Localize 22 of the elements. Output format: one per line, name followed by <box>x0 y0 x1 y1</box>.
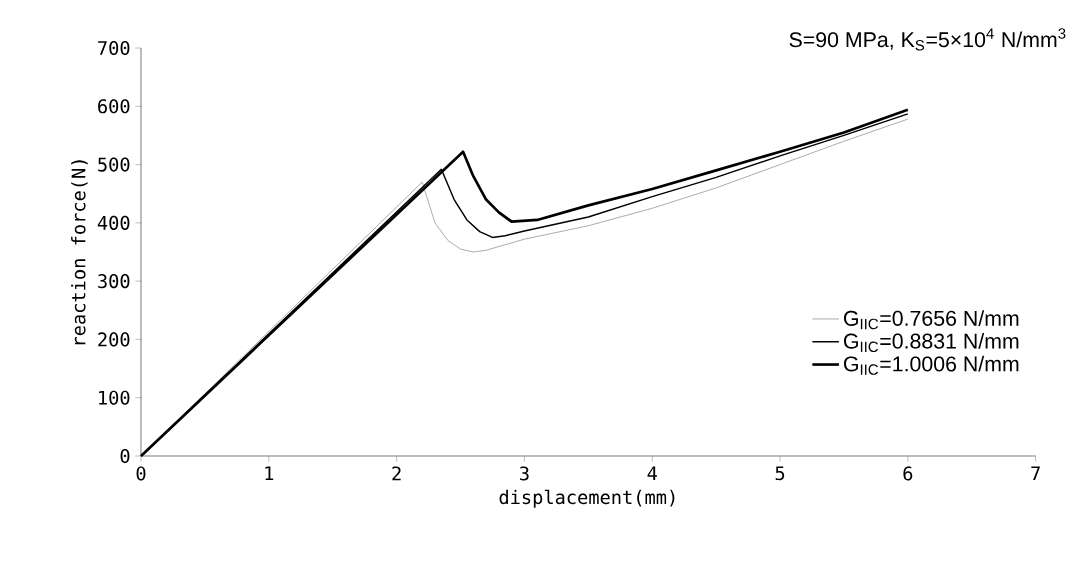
x-tick-label: 3 <box>520 466 529 481</box>
y-tick-label: 700 <box>98 40 130 56</box>
annotation: S=90 MPa, K$_{S}$=5×10$^{4}$ N/mm$^{3}$ <box>789 28 1066 51</box>
x-tick-label: 5 <box>775 466 785 481</box>
y-tick-label: 0 <box>120 448 130 464</box>
y-tick-label: 200 <box>98 332 130 347</box>
x-tick-label: 1 <box>265 466 274 480</box>
y-tick-label: 100 <box>99 390 130 405</box>
x-tick-label: 6 <box>903 466 913 481</box>
x-tick-label: 7 <box>1031 466 1040 480</box>
legend-label: G$_{IIC}$=1.0006 N/mm <box>843 355 1019 375</box>
y-tick-label: 600 <box>98 99 130 114</box>
y-axis-title: reaction force(N) <box>71 160 88 345</box>
x-tick-label: 0 <box>136 466 146 481</box>
legend-label: G$_{IIC}$=0.8831 N/mm <box>843 333 1019 353</box>
legend-label: G$_{IIC}$=0.7656 N/mm <box>843 310 1019 330</box>
y-tick-label: 400 <box>97 215 130 230</box>
y-tick-label: 300 <box>98 274 130 289</box>
y-tick-label: 500 <box>98 157 130 172</box>
x-axis-title: displacement(mm) <box>499 489 675 508</box>
x-tick-label: 2 <box>392 466 401 481</box>
x-tick-label: 4 <box>647 466 657 480</box>
